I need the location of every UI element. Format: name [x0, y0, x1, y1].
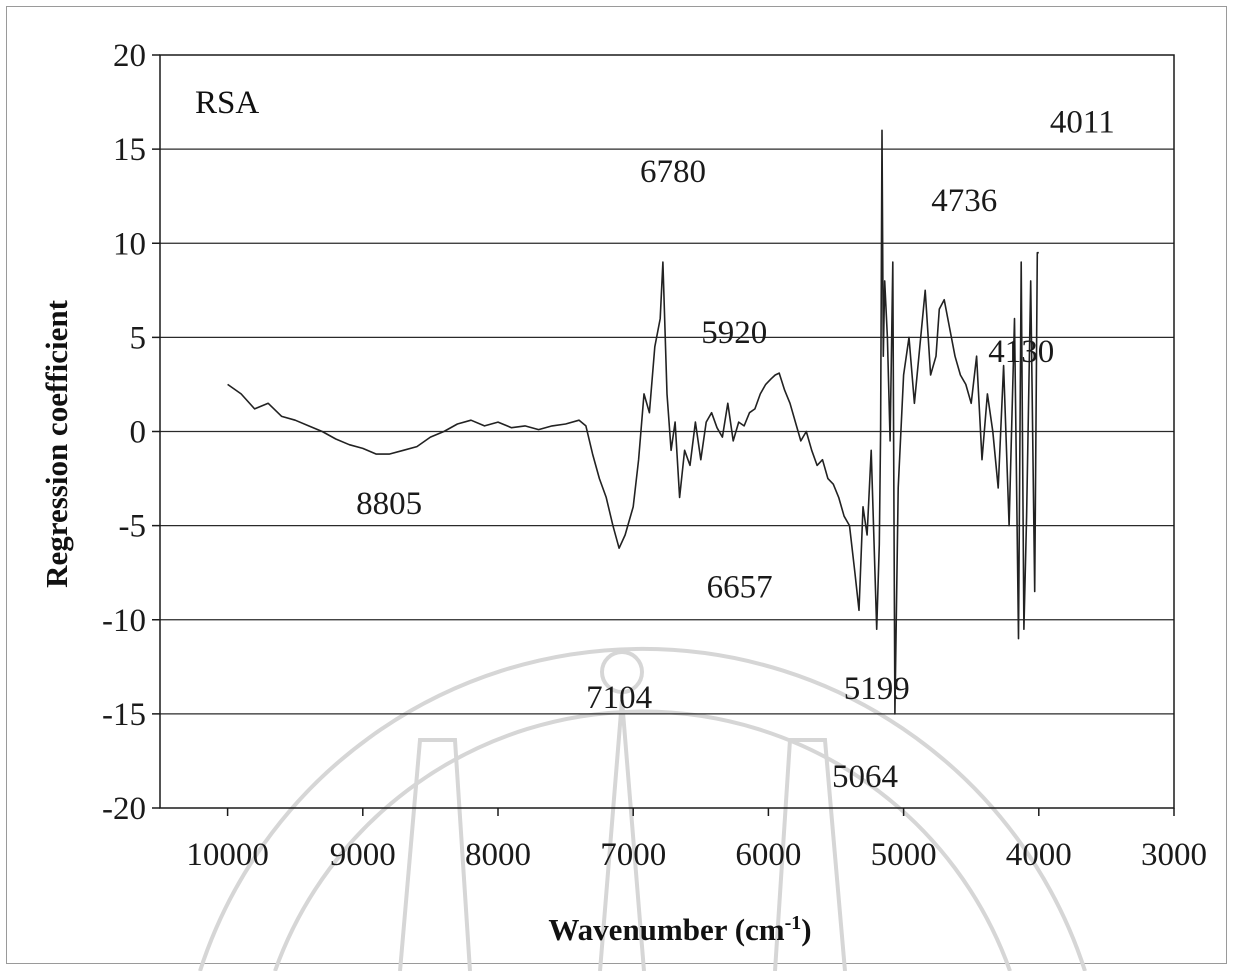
university-seal-watermark — [198, 646, 1087, 971]
y-tick-label: 20 — [113, 38, 146, 74]
peak-labels: 8805710467806657592051995160506447364130… — [356, 105, 1115, 795]
regression-coefficient-line — [227, 129, 1039, 715]
peak-label: 8805 — [356, 486, 422, 522]
x-tick-label: 3000 — [1141, 837, 1207, 873]
panel-label: RSA — [195, 85, 259, 121]
gridlines — [160, 148, 1174, 715]
peak-label: 7104 — [586, 680, 652, 716]
y-tick-label: 0 — [130, 415, 147, 451]
y-tick-label: -15 — [102, 697, 146, 733]
y-tick-label: -10 — [102, 603, 146, 639]
peak-label: 4130 — [988, 334, 1054, 370]
peak-label: 4736 — [931, 183, 997, 219]
x-axis-title: Wavenumber (cm-1) — [548, 912, 811, 947]
x-tick-label: 5000 — [871, 837, 937, 873]
y-axis: 20 15 10 5 0 -5 -10 -15 -20 — [102, 38, 160, 827]
x-tick-label: 10000 — [186, 837, 269, 873]
x-tick-label: 7000 — [600, 837, 666, 873]
x-tick-label: 8000 — [465, 837, 531, 873]
y-tick-label: 5 — [130, 320, 147, 356]
figure-frame — [6, 6, 1227, 964]
peak-label: 5920 — [701, 315, 767, 351]
peak-label: 6657 — [707, 569, 773, 605]
peak-label: 4011 — [1050, 105, 1115, 141]
peak-label: 5199 — [844, 671, 910, 707]
y-tick-label: -20 — [102, 791, 146, 827]
y-tick-label: 15 — [113, 132, 146, 168]
peak-label: 6780 — [640, 154, 706, 190]
peak-label: 5064 — [832, 759, 898, 795]
y-tick-label: 10 — [113, 226, 146, 262]
y-axis-title: Regression coefficient — [39, 299, 74, 587]
x-axis: 10000 9000 8000 7000 6000 5000 4000 3000 — [186, 808, 1207, 873]
y-tick-label: -5 — [119, 509, 147, 545]
x-tick-label: 9000 — [330, 837, 396, 873]
x-tick-label: 6000 — [735, 837, 801, 873]
x-tick-label: 4000 — [1006, 837, 1072, 873]
